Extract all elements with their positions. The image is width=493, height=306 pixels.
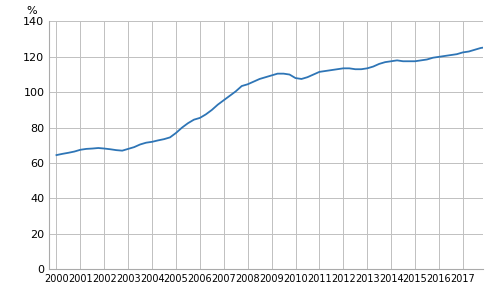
Y-axis label: %: % (27, 6, 37, 17)
